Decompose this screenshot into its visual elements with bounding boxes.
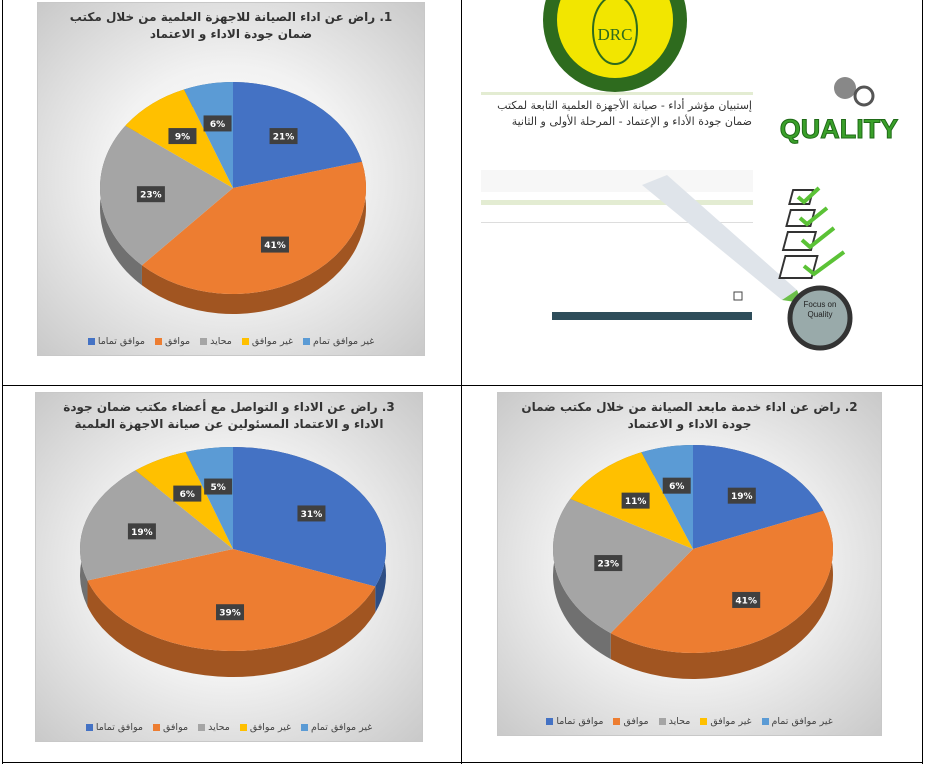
data-label: 6%	[210, 120, 225, 130]
data-label: 21%	[273, 133, 295, 143]
chart-panel: 21% 41% 23% 9% 6% 1. راض عن اداء الصيانة للاج…	[37, 2, 425, 356]
chart-title: 2. راض عن اداء خدمة مابعد الصيانة من خلا…	[518, 399, 861, 433]
legend-swatch	[200, 338, 207, 345]
pie-chart: 21% 41% 23% 9% 6%	[38, 3, 424, 355]
data-label: 23%	[140, 191, 162, 201]
legend-swatch	[546, 718, 553, 725]
legend-swatch	[659, 718, 666, 725]
legend-label: غير موافق	[252, 336, 293, 347]
legend: موافق تماما موافق محايد غير موافق غير موافق …	[498, 716, 881, 727]
data-label: 6%	[180, 490, 195, 500]
data-label: 41%	[735, 596, 757, 606]
legend-item: غير موافق	[700, 716, 751, 727]
legend-label: موافق تماما	[98, 336, 145, 347]
figure-head	[834, 77, 856, 99]
legend-item: غير موافق	[240, 722, 291, 733]
legend-swatch	[700, 718, 707, 725]
data-label: 5%	[211, 483, 226, 493]
legend-swatch	[303, 338, 310, 345]
data-label: 19%	[131, 528, 153, 538]
legend-swatch	[240, 724, 247, 731]
legend-item: موافق	[155, 336, 190, 347]
chart-title: 1. راض عن اداء الصيانة للاجهزة العلمية م…	[58, 9, 404, 43]
logo-text: DRC	[598, 25, 633, 44]
legend-swatch	[153, 724, 160, 731]
legend-label: موافق	[163, 722, 188, 733]
data-label: 23%	[598, 560, 620, 570]
document: DRC إستبيان مؤشر أداء - صيانة الأجهزة ال…	[0, 0, 925, 764]
table-border	[922, 0, 923, 764]
chart-panel: 19% 41% 23% 11% 6% 2. راض عن اداء خدمة مابعد …	[497, 392, 882, 736]
legend-item: غير موافق تمام	[303, 336, 374, 347]
legend-label: محايد	[210, 336, 232, 347]
pie-chart: 31% 39% 19% 6% 5%	[36, 393, 422, 741]
table-border	[2, 385, 923, 386]
legend-label: محايد	[669, 716, 691, 727]
legend-label: موافق تماما	[96, 722, 143, 733]
legend-item: غير موافق تمام	[762, 716, 833, 727]
magnifier-text: Focus on Quality	[794, 300, 846, 320]
legend-item: موافق	[613, 716, 648, 727]
legend-label: غير موافق	[250, 722, 291, 733]
legend-item: موافق تماما	[88, 336, 145, 347]
legend-swatch	[88, 338, 95, 345]
legend-swatch	[155, 338, 162, 345]
chart-title: 3. راض عن الاداء و التواصل مع أعضاء مكتب…	[56, 399, 402, 433]
legend-label: غير موافق تمام	[311, 722, 372, 733]
legend-label: غير موافق تمام	[313, 336, 374, 347]
checklist	[780, 190, 818, 278]
data-label: 41%	[264, 241, 286, 251]
pie-chart: 19% 41% 23% 11% 6%	[498, 393, 881, 735]
legend-swatch	[86, 724, 93, 731]
legend-item: محايد	[659, 716, 691, 727]
form-title: إستبيان مؤشر أداء - صيانة الأجهزة العلمي…	[484, 98, 752, 130]
legend-swatch	[198, 724, 205, 731]
form-rule	[481, 200, 753, 205]
magnifier-small	[855, 87, 873, 105]
form-field	[481, 170, 753, 192]
table-border	[2, 762, 923, 763]
legend-swatch	[301, 724, 308, 731]
data-label: 6%	[669, 482, 684, 492]
legend-label: موافق	[165, 336, 190, 347]
illustration: DRC إستبيان مؤشر أداء - صيانة الأجهزة ال…	[462, 0, 922, 385]
table-border	[2, 0, 3, 764]
data-label: 39%	[219, 609, 241, 619]
form-bar	[552, 312, 752, 320]
legend-item: غير موافق تمام	[301, 722, 372, 733]
legend-label: غير موافق	[710, 716, 751, 727]
legend: موافق تماما موافق محايد غير موافق غير موافق …	[38, 336, 424, 347]
legend-label: موافق تماما	[556, 716, 603, 727]
legend-item: محايد	[198, 722, 230, 733]
legend-item: غير موافق	[242, 336, 293, 347]
legend-label: موافق	[623, 716, 648, 727]
form-rule	[481, 92, 753, 95]
legend-label: غير موافق تمام	[772, 716, 833, 727]
data-label: 19%	[731, 492, 753, 502]
data-label: 9%	[175, 133, 190, 143]
chart-panel: 31% 39% 19% 6% 5% 3. راض عن الاداء و التواصل …	[35, 392, 423, 742]
quality-badge: QUALITY	[780, 114, 899, 144]
legend-swatch	[242, 338, 249, 345]
legend-item: موافق تماما	[86, 722, 143, 733]
legend-swatch	[762, 718, 769, 725]
legend-label: محايد	[208, 722, 230, 733]
magnifier-box: Focus on Quality	[794, 300, 846, 336]
data-label: 31%	[301, 510, 323, 520]
data-label: 11%	[625, 497, 647, 507]
legend-swatch	[613, 718, 620, 725]
form-title-box: إستبيان مؤشر أداء - صيانة الأجهزة العلمي…	[484, 98, 752, 158]
legend-item: موافق	[153, 722, 188, 733]
legend-item: موافق تماما	[546, 716, 603, 727]
legend-item: محايد	[200, 336, 232, 347]
legend: موافق تماما موافق محايد غير موافق غير موافق …	[36, 722, 422, 733]
